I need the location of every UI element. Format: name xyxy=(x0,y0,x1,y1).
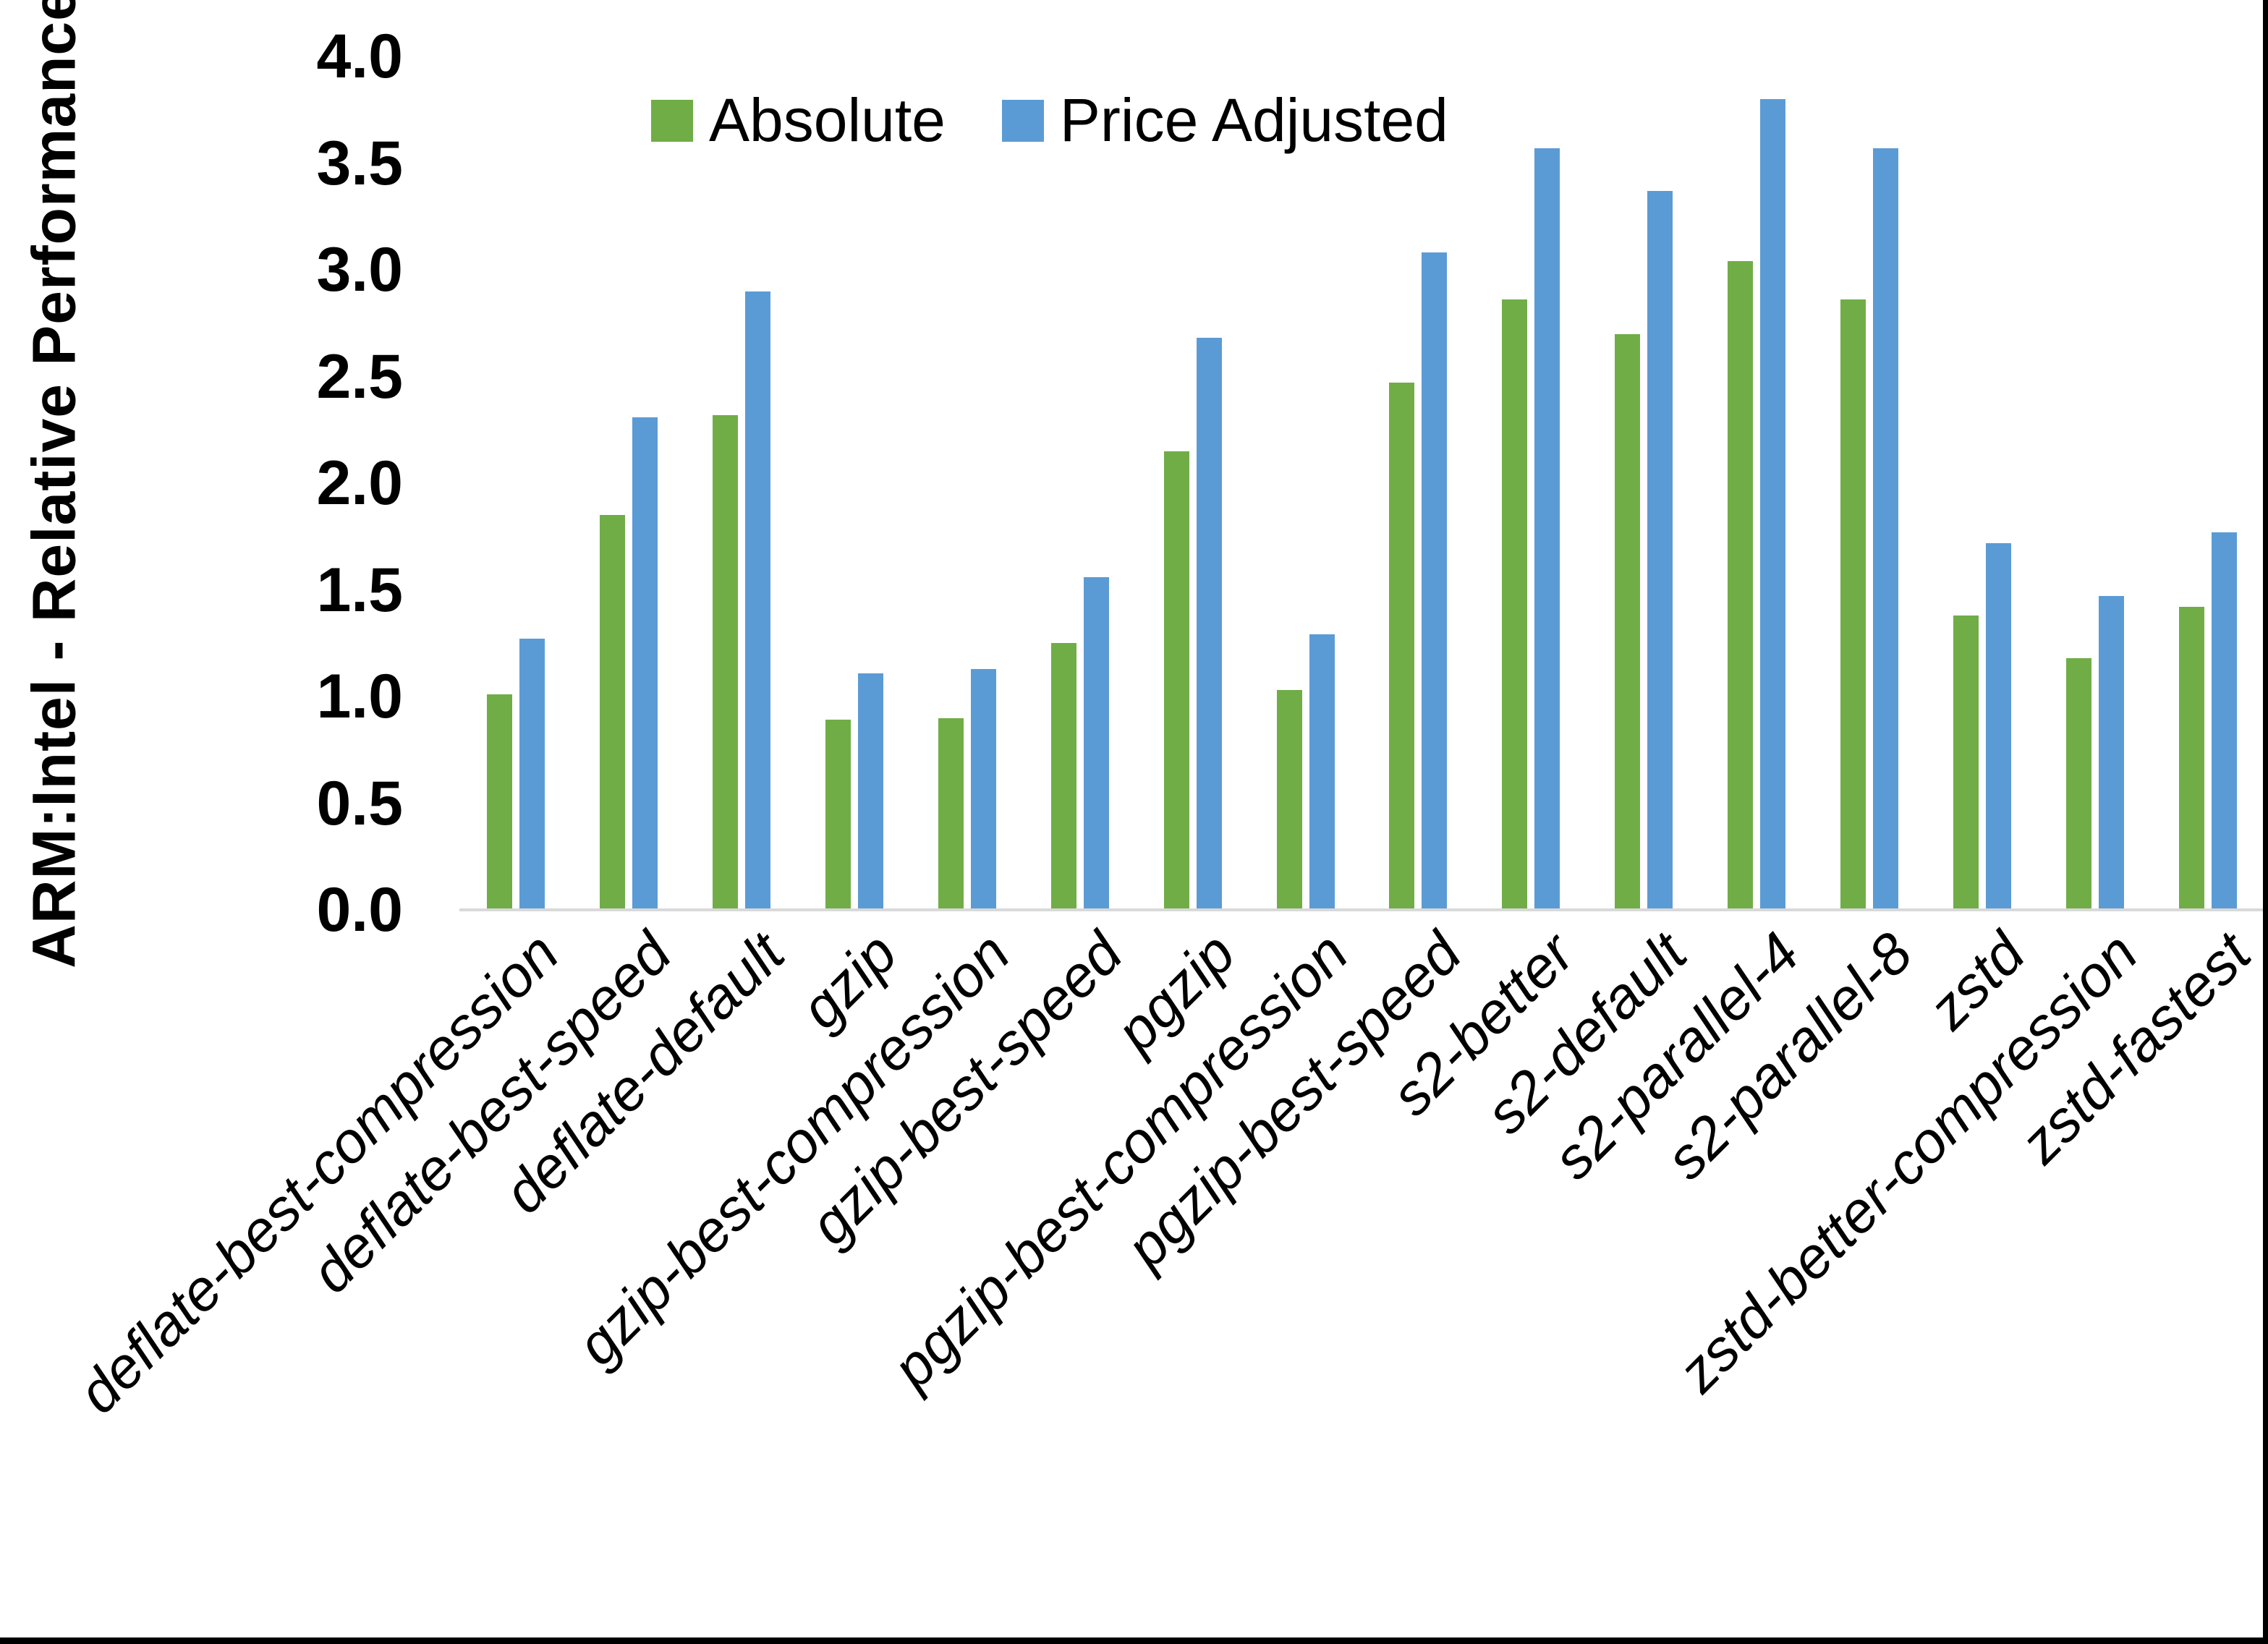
bar-absolute-pgzip xyxy=(1163,451,1189,910)
bar-absolute-zstd-fastest xyxy=(2179,607,2205,910)
y-tick-label-1.5: 1.5 xyxy=(316,555,403,625)
legend-item-absolute: Absolute xyxy=(651,85,946,156)
y-tick-label-0.0: 0.0 xyxy=(316,875,403,945)
y-tick-label-1.0: 1.0 xyxy=(316,662,403,731)
y-tick-label-3.0: 3.0 xyxy=(316,235,403,304)
y-tick-label-2.0: 2.0 xyxy=(316,448,403,518)
bar-price-adjusted-s2-default xyxy=(1647,190,1673,910)
bar-price-adjusted-s2-parallel-8 xyxy=(1873,148,1899,910)
bar-price-adjusted-s2-parallel-4 xyxy=(1760,99,1786,910)
legend-item-price-adjusted: Price Adjusted xyxy=(1001,85,1448,156)
bar-absolute-deflate-default xyxy=(712,414,738,910)
bar-absolute-zstd-better-compression xyxy=(2066,657,2092,910)
x-axis-line xyxy=(459,908,2264,911)
bar-absolute-deflate-best-compression xyxy=(486,694,512,910)
bar-absolute-s2-better xyxy=(1502,299,1528,910)
y-tick-label-0.5: 0.5 xyxy=(316,768,403,838)
bar-price-adjusted-gzip-best-compression xyxy=(970,668,996,910)
y-axis-ticks: 0.0 0.5 1.0 1.5 2.0 2.5 3.0 3.5 4.0 xyxy=(0,0,403,1013)
y-tick-label-3.5: 3.5 xyxy=(316,128,403,198)
bar-price-adjusted-gzip-best-speed xyxy=(1083,576,1109,910)
bar-price-adjusted-pgzip xyxy=(1196,338,1222,910)
legend-label-absolute: Absolute xyxy=(709,86,946,154)
y-tick-label-4.0: 4.0 xyxy=(316,22,403,91)
legend: Absolute Price Adjusted xyxy=(651,85,1448,156)
bar-absolute-gzip xyxy=(825,720,851,910)
y-tick-label-2.5: 2.5 xyxy=(316,341,403,412)
bar-price-adjusted-zstd-better-compression xyxy=(2099,596,2125,910)
bar-price-adjusted-deflate-default xyxy=(744,291,770,910)
legend-swatch-price-adjusted-icon xyxy=(1001,99,1044,142)
bar-price-adjusted-s2-better xyxy=(1534,148,1560,910)
bar-absolute-deflate-best-speed xyxy=(599,515,625,910)
bar-price-adjusted-pgzip-best-compression xyxy=(1309,634,1335,910)
bar-absolute-zstd xyxy=(1953,615,1979,910)
bar-price-adjusted-deflate-best-speed xyxy=(632,417,658,910)
bar-absolute-s2-parallel-8 xyxy=(1840,299,1866,910)
legend-label-price-adjusted: Price Adjusted xyxy=(1059,86,1448,154)
bar-price-adjusted-deflate-best-compression xyxy=(519,639,545,910)
legend-swatch-absolute-icon xyxy=(651,99,693,142)
frame-edge-right xyxy=(2263,0,2268,1644)
bar-price-adjusted-gzip xyxy=(857,673,883,910)
bar-price-adjusted-zstd-fastest xyxy=(2212,532,2238,910)
plot-area xyxy=(459,56,2264,910)
bar-absolute-pgzip-best-speed xyxy=(1389,383,1415,910)
bar-absolute-gzip-best-compression xyxy=(938,717,964,910)
x-axis-labels: deflate-best-compression deflate-best-spe… xyxy=(0,920,2268,1643)
bar-absolute-gzip-best-speed xyxy=(1050,643,1076,910)
bar-price-adjusted-pgzip-best-speed xyxy=(1422,252,1448,910)
frame-edge-bottom xyxy=(0,1637,2268,1644)
bar-price-adjusted-zstd xyxy=(1986,542,2012,910)
bar-absolute-s2-default xyxy=(1615,333,1641,910)
bar-absolute-pgzip-best-compression xyxy=(1276,690,1302,910)
bar-absolute-s2-parallel-4 xyxy=(1728,261,1754,910)
